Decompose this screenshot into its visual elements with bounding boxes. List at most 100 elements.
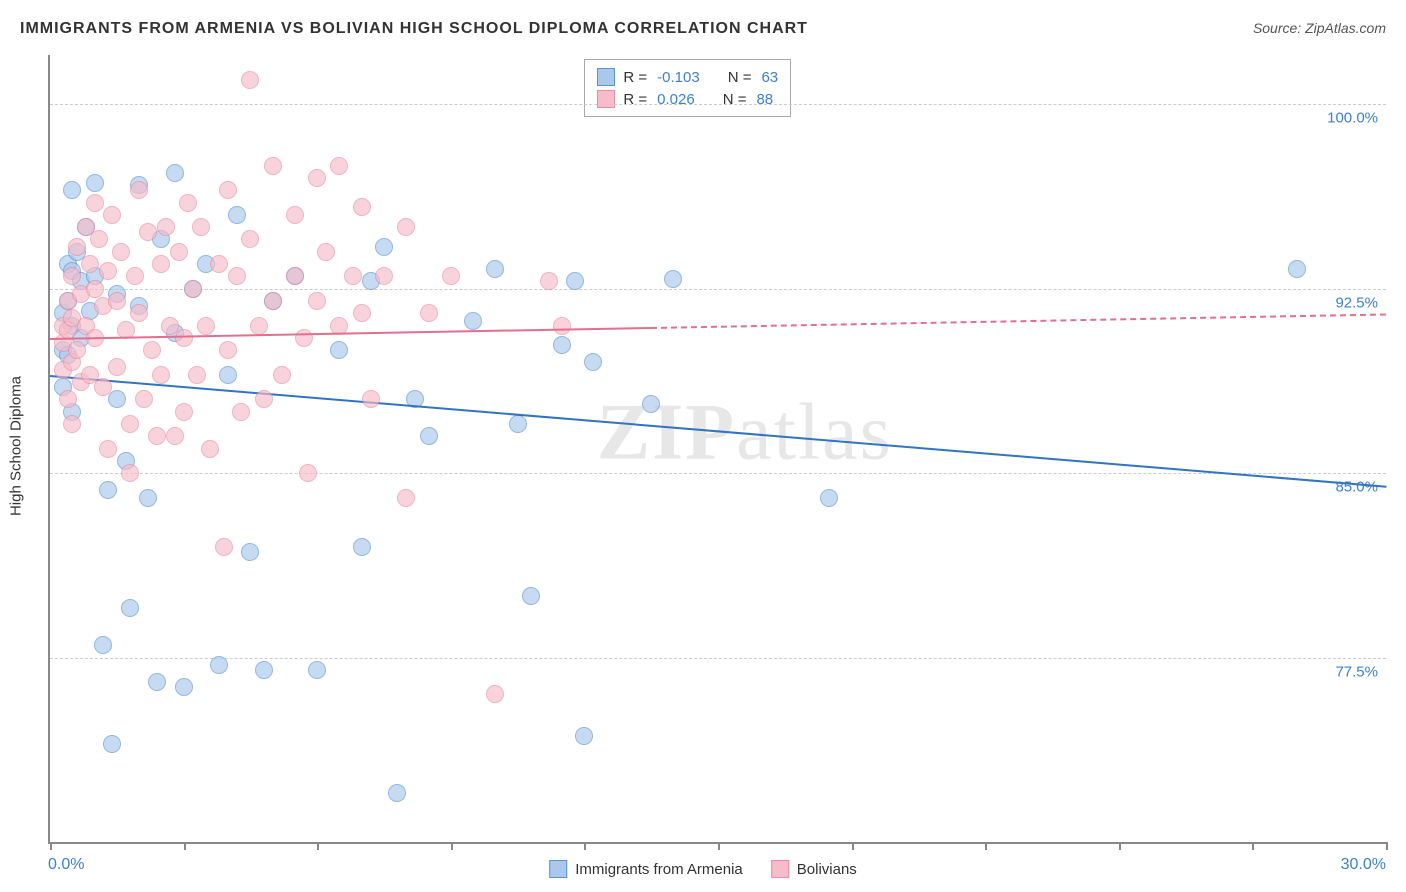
data-point — [420, 304, 438, 322]
series-legend: Immigrants from Armenia Bolivians — [549, 860, 857, 878]
data-point — [86, 174, 104, 192]
legend-swatch — [549, 860, 567, 878]
data-point — [121, 599, 139, 617]
data-point — [188, 366, 206, 384]
data-point — [99, 262, 117, 280]
data-point — [86, 194, 104, 212]
data-point — [330, 157, 348, 175]
x-tick-mark — [584, 842, 586, 850]
data-point — [509, 415, 527, 433]
data-point — [255, 661, 273, 679]
data-point — [308, 292, 326, 310]
data-point — [175, 403, 193, 421]
data-point — [566, 272, 584, 290]
data-point — [330, 341, 348, 359]
data-point — [344, 267, 362, 285]
data-point — [63, 415, 81, 433]
data-point — [397, 489, 415, 507]
data-point — [126, 267, 144, 285]
data-point — [255, 390, 273, 408]
data-point — [584, 353, 602, 371]
data-point — [241, 230, 259, 248]
data-point — [175, 329, 193, 347]
data-point — [90, 230, 108, 248]
x-tick-mark — [852, 842, 854, 850]
gridline-h — [50, 289, 1386, 290]
data-point — [362, 390, 380, 408]
data-point — [81, 255, 99, 273]
source-label: Source: ZipAtlas.com — [1253, 20, 1386, 36]
x-tick-mark — [1386, 842, 1388, 850]
data-point — [820, 489, 838, 507]
plot-area: ZIPatlas R =-0.103N =63R =0.026N =88 77.… — [48, 55, 1386, 844]
data-point — [121, 415, 139, 433]
data-point — [442, 267, 460, 285]
data-point — [63, 267, 81, 285]
gridline-h — [50, 658, 1386, 659]
data-point — [94, 636, 112, 654]
data-point — [353, 304, 371, 322]
data-point — [112, 243, 130, 261]
data-point — [170, 243, 188, 261]
data-point — [68, 238, 86, 256]
data-point — [192, 218, 210, 236]
data-point — [219, 366, 237, 384]
data-point — [108, 358, 126, 376]
data-point — [99, 440, 117, 458]
data-point — [179, 194, 197, 212]
data-point — [540, 272, 558, 290]
data-point — [210, 255, 228, 273]
x-tick-mark — [1252, 842, 1254, 850]
data-point — [103, 735, 121, 753]
stat-row: R =-0.103N =63 — [597, 66, 778, 88]
data-point — [103, 206, 121, 224]
data-point — [210, 656, 228, 674]
data-point — [522, 587, 540, 605]
data-point — [1288, 260, 1306, 278]
data-point — [286, 206, 304, 224]
data-point — [388, 784, 406, 802]
stats-legend-box: R =-0.103N =63R =0.026N =88 — [584, 59, 791, 117]
data-point — [148, 427, 166, 445]
data-point — [68, 341, 86, 359]
y-axis-label: High School Diploma — [8, 376, 25, 516]
trend-line — [50, 375, 1386, 488]
x-axis-max-label: 30.0% — [1341, 856, 1386, 874]
data-point — [108, 390, 126, 408]
gridline-h — [50, 104, 1386, 105]
n-value: 63 — [761, 69, 778, 86]
data-point — [486, 260, 504, 278]
y-tick-label: 100.0% — [1327, 110, 1378, 127]
data-point — [152, 366, 170, 384]
x-tick-mark — [451, 842, 453, 850]
x-tick-mark — [718, 842, 720, 850]
data-point — [184, 280, 202, 298]
data-point — [420, 427, 438, 445]
legend-label: Bolivians — [797, 861, 857, 878]
data-point — [353, 198, 371, 216]
trend-line — [651, 313, 1386, 329]
x-axis-min-label: 0.0% — [48, 856, 84, 874]
legend-item: Immigrants from Armenia — [549, 860, 743, 878]
data-point — [232, 403, 250, 421]
data-point — [397, 218, 415, 236]
data-point — [201, 440, 219, 458]
data-point — [139, 489, 157, 507]
data-point — [108, 292, 126, 310]
data-point — [143, 341, 161, 359]
data-point — [664, 270, 682, 288]
data-point — [219, 181, 237, 199]
data-point — [264, 292, 282, 310]
data-point — [286, 267, 304, 285]
y-tick-label: 92.5% — [1335, 294, 1378, 311]
data-point — [353, 538, 371, 556]
data-point — [308, 661, 326, 679]
r-label: R = — [623, 69, 647, 86]
data-point — [308, 169, 326, 187]
legend-swatch — [771, 860, 789, 878]
data-point — [375, 238, 393, 256]
data-point — [486, 685, 504, 703]
data-point — [375, 267, 393, 285]
legend-label: Immigrants from Armenia — [575, 861, 743, 878]
data-point — [175, 678, 193, 696]
